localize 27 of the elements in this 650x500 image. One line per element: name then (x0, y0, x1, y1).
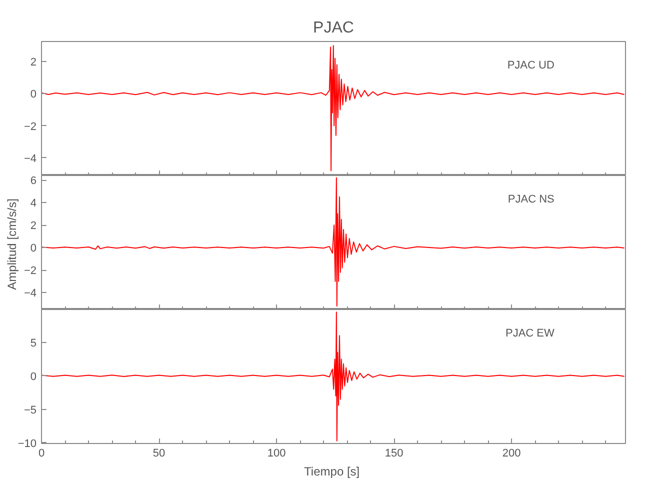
x-tick-label: 50 (152, 448, 166, 460)
x-tick-label: 0 (38, 448, 45, 460)
y-tick-label: 0 (30, 242, 37, 255)
x-tick-label: 100 (267, 448, 286, 460)
y-tick-label: 2 (30, 56, 37, 69)
y-tick-label: 5 (30, 337, 37, 350)
y-tick-label: −4 (24, 288, 37, 300)
y-tick-label: −10 (18, 438, 37, 450)
y-tick-label: −2 (24, 120, 37, 133)
y-axis-title: Amplitud [cm/s/s] (4, 198, 19, 290)
annotation: PJAC NS (508, 194, 554, 206)
y-tick-label: −5 (24, 404, 37, 416)
y-tick-label: −2 (24, 265, 37, 278)
line-series (42, 45, 625, 172)
annotation: PJAC EW (505, 328, 556, 340)
y-tick-label: −4 (24, 152, 37, 165)
x-axis-title: Tiempo [s] (304, 464, 360, 478)
y-tick-label: 0 (30, 370, 37, 383)
x-tick-label: 150 (384, 448, 404, 460)
x-tick-label: 200 (502, 448, 521, 460)
y-tick-label: 2 (30, 220, 37, 232)
y-tick-label: 0 (30, 88, 37, 101)
annotation: PJAC UD (507, 60, 554, 72)
line-series (42, 177, 625, 307)
y-tick-label: 6 (30, 175, 37, 188)
y-tick-label: 4 (30, 198, 37, 210)
chart-title: PJAC (313, 20, 354, 36)
